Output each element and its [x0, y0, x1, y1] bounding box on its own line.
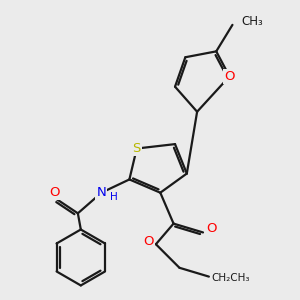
Text: O: O [206, 221, 217, 235]
Text: O: O [143, 235, 154, 248]
Text: N: N [97, 186, 106, 199]
Text: CH₂CH₃: CH₂CH₃ [211, 273, 250, 283]
Text: H: H [110, 192, 117, 202]
Text: O: O [49, 186, 60, 199]
Text: CH₃: CH₃ [241, 15, 263, 28]
Text: O: O [224, 70, 235, 83]
Text: S: S [133, 142, 141, 155]
